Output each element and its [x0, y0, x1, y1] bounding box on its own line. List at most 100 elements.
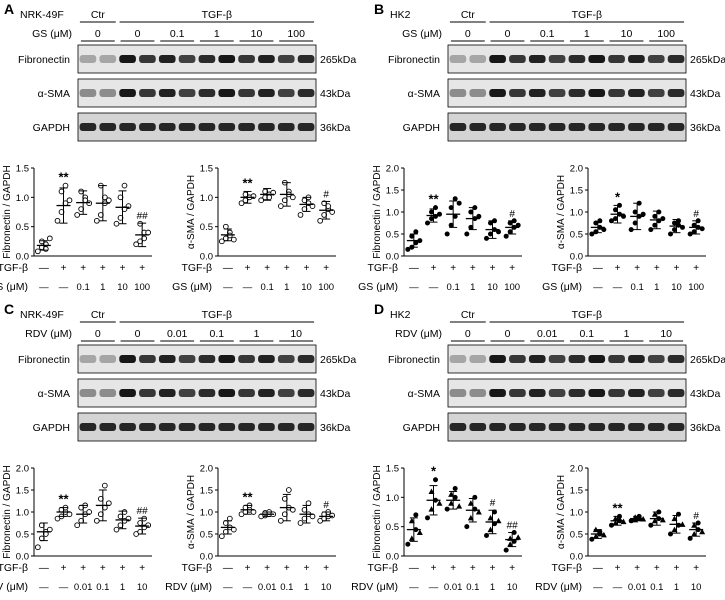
y-tick-label: 2.0	[200, 464, 213, 475]
blot-band	[178, 55, 196, 63]
kda-label: 36kDa	[690, 122, 721, 134]
y-axis-label: α-SMA / GAPDH	[556, 475, 567, 549]
blot-band	[608, 355, 625, 363]
y-tick-label: 0.5	[570, 530, 583, 541]
data-point	[589, 231, 595, 237]
blot-row-label: α-SMA	[38, 388, 70, 400]
tgf-row-value: +	[323, 263, 329, 274]
blot-band	[449, 355, 467, 363]
data-point	[452, 494, 458, 500]
blot-band	[198, 55, 216, 63]
dose-row-value: 0.01	[74, 582, 93, 593]
data-point	[652, 222, 658, 228]
tgf-row-label: TGF-β	[367, 262, 398, 274]
blot-strip	[447, 344, 687, 374]
blot-band	[178, 123, 196, 131]
data-point	[648, 522, 654, 528]
y-axis-label: Fibronectin / GAPDH	[2, 165, 13, 258]
blot-band	[99, 423, 117, 431]
data-point	[613, 207, 618, 213]
y-tick-label: 1.5	[16, 164, 29, 175]
data-point	[503, 233, 509, 239]
y-tick-label: 1.5	[200, 164, 213, 175]
blot-band	[198, 89, 216, 97]
data-point	[691, 222, 697, 228]
blot-band	[449, 89, 467, 97]
data-point	[515, 222, 521, 228]
tgf-row-value: +	[120, 563, 126, 574]
data-point	[687, 231, 693, 237]
control-header: Ctr	[91, 9, 106, 21]
tgf-row-value: +	[615, 263, 621, 274]
dose-row-value: 10	[117, 282, 128, 293]
dose-header: 0	[465, 328, 471, 340]
tgf-row-label: TGF-β	[0, 262, 28, 274]
data-point	[230, 236, 237, 243]
dose-row-label: RDV (μM)	[535, 581, 582, 593]
blot-band	[528, 89, 546, 97]
blot-band	[667, 55, 685, 63]
cell-line-label: NRK-49F	[20, 309, 64, 321]
dose-row-value: —	[59, 582, 69, 593]
blot-band	[139, 355, 156, 363]
blot-band	[588, 123, 606, 131]
blot-band	[277, 423, 295, 431]
kda-label: 43kDa	[320, 388, 351, 400]
data-point	[468, 224, 474, 230]
data-point	[277, 517, 284, 524]
tgf-row-value: +	[654, 263, 660, 274]
blot-band	[469, 89, 487, 97]
blot-band	[628, 355, 645, 363]
blot-band	[667, 423, 685, 431]
y-tick-label: 0.0	[16, 252, 29, 263]
data-point	[496, 229, 501, 235]
y-tick-label: 1.0	[570, 208, 583, 219]
y-axis-label: α-SMA / GAPDH	[556, 175, 567, 249]
blot-row-label: GAPDH	[33, 122, 70, 134]
blot-band	[238, 355, 255, 363]
tgf-row-value: +	[264, 263, 270, 274]
data-point	[507, 229, 513, 235]
blot-band	[509, 389, 526, 397]
y-tick-label: 0.5	[200, 222, 213, 233]
data-point	[34, 544, 41, 551]
dose-header: 10	[621, 28, 633, 40]
data-point	[668, 231, 673, 237]
blot-strip	[77, 378, 317, 408]
tgf-row-value: +	[693, 263, 699, 274]
data-point	[113, 220, 120, 227]
blot-band	[238, 423, 255, 431]
blot-row-label: α-SMA	[38, 88, 70, 100]
blot-band	[489, 423, 506, 431]
y-tick-label: 2.0	[16, 464, 29, 475]
dose-row-value: —	[39, 282, 49, 293]
blot-band	[628, 55, 645, 63]
drug-label: GS (μM)	[402, 28, 442, 40]
dose-header: 0	[505, 328, 511, 340]
blot-band	[258, 89, 275, 97]
tgf-row-value: +	[450, 263, 456, 274]
blot-band	[548, 423, 566, 431]
blot-band	[99, 89, 117, 97]
tgf-row-value: —	[223, 263, 233, 274]
dose-row-label: RDV (μM)	[0, 581, 28, 593]
blot-band	[79, 355, 97, 363]
data-point	[640, 211, 646, 217]
tgf-row-value: +	[470, 563, 476, 574]
y-tick-label: 1.0	[200, 193, 213, 204]
significance-label: #	[490, 498, 496, 509]
blot-band	[548, 89, 566, 97]
tgf-row-value: +	[139, 563, 145, 574]
tgf-row-value: +	[470, 263, 476, 274]
dose-row-value: —	[613, 582, 623, 593]
data-point	[628, 227, 634, 233]
blot-row-label: α-SMA	[408, 388, 440, 400]
blot-band	[548, 55, 566, 63]
control-header: Ctr	[461, 309, 476, 321]
data-point	[609, 218, 614, 224]
blot-band	[297, 389, 315, 397]
blot-band	[509, 89, 526, 97]
data-point	[405, 541, 411, 547]
kda-label: 36kDa	[690, 422, 721, 434]
